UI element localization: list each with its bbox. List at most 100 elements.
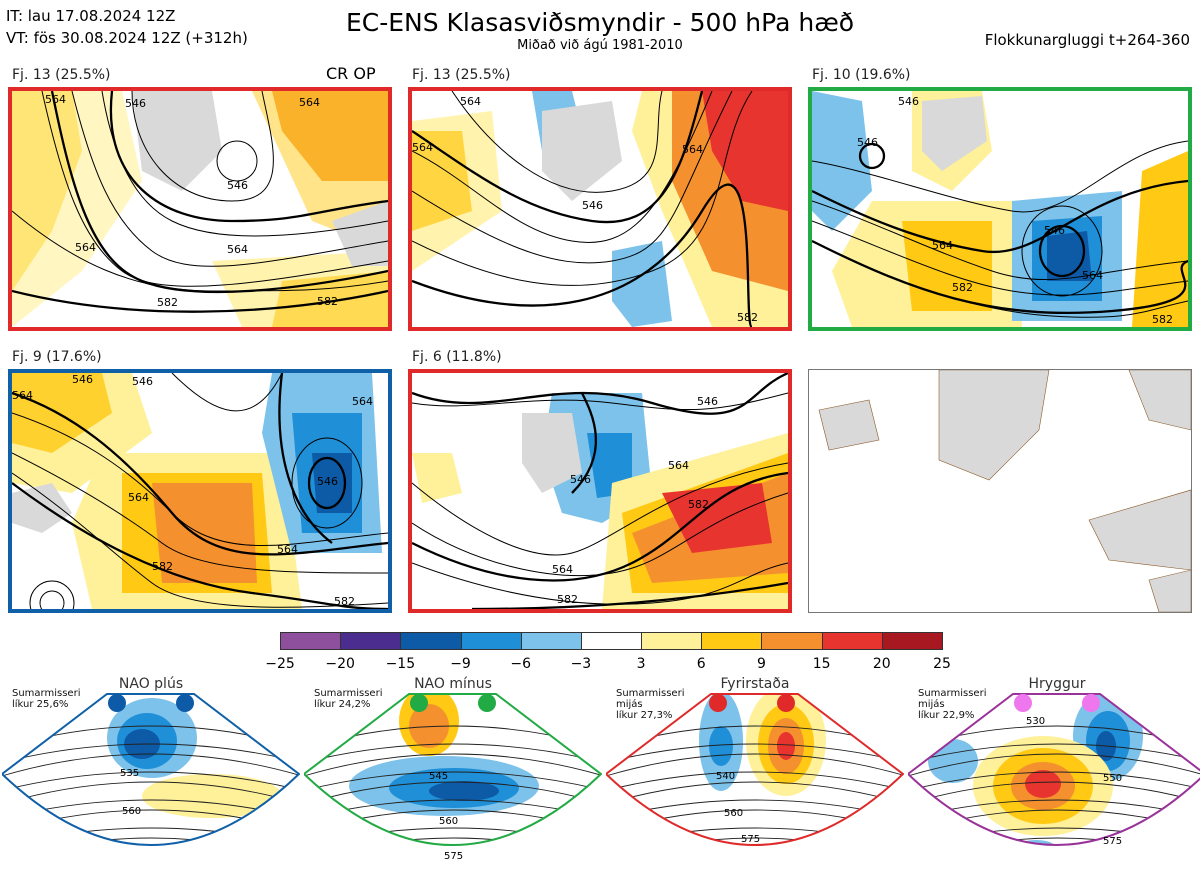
contour-label: 582 (952, 281, 973, 294)
contour-label: 546 (227, 179, 248, 192)
colorbar-tick-label: 9 (756, 656, 766, 672)
contour-label: 546 (125, 97, 146, 110)
regime-season: Sumarmisseri (314, 688, 383, 699)
regime-map (304, 693, 602, 846)
contour-label: 546 (898, 95, 919, 108)
regime-note: Sumarmisseri líkur 25,6% (12, 688, 80, 710)
contour-label: 582 (317, 295, 338, 308)
empty-base-map (808, 369, 1192, 613)
contour-label: 546 (72, 373, 93, 386)
contour-label: 564 (1082, 269, 1103, 282)
cluster-map-5: 546 546 564 582 564 582 (408, 369, 792, 613)
contour-label: 582 (1152, 313, 1173, 326)
colorbar-tick-label: −6 (510, 656, 532, 672)
contour-label: 564 (227, 243, 248, 256)
regime-marker (108, 694, 126, 712)
colorbar-tick-label: 3 (636, 656, 646, 672)
empty-base-map-graphic (818, 370, 1191, 612)
contour-label: 546 (317, 475, 338, 488)
valid-time: VT: fös 30.08.2024 12Z (+312h) (6, 29, 248, 47)
regime-marker (478, 694, 496, 712)
regime-contour-label: 560 (122, 806, 142, 817)
regime-contour-label: 575 (1103, 836, 1123, 847)
regime-3: Fyrirstaða Sumarmisseri mijás líkur 27,3% 54… (606, 676, 904, 871)
regime-note: Sumarmisseri mijás líkur 22,9% (918, 688, 986, 721)
regime-2: NAO mínus Sumarmisseri líkur 24,2% 545 560 57… (304, 676, 602, 871)
contour-label: 546 (857, 136, 878, 149)
regime-map (606, 693, 904, 846)
regime-marker (709, 694, 727, 712)
colorbar-swatch (881, 632, 943, 650)
colorbar-swatch (580, 632, 643, 650)
contour-label: 582 (557, 593, 578, 606)
regime-map (908, 693, 1200, 846)
regime-contour-label: 575 (741, 834, 761, 845)
contour-label: 582 (152, 560, 173, 573)
panel-3-label: Fj. 10 (19.6%) (812, 67, 911, 83)
contour-label: 564 (682, 143, 703, 156)
chart-title: EC-ENS Klasasviðsmyndir - 500 hPa hæð (345, 8, 855, 37)
colorbar-tick-label: −9 (450, 656, 471, 672)
contour-label: 582 (688, 498, 709, 511)
panel-1-label: Fj. 13 (25.5%) (12, 67, 111, 83)
colorbar-tick-label: 15 (812, 656, 831, 672)
contour-label: 564 (460, 95, 481, 108)
colorbar-swatch (460, 632, 522, 650)
regime-1: NAO plús Sumarmisseri líkur 25,6% 535 560 (2, 676, 300, 871)
regime-note: Sumarmisseri mijás líkur 27,3% (616, 688, 684, 721)
contour-label: 564 (45, 93, 66, 106)
panel-1-extra: CR OP (326, 64, 376, 83)
regime-marker (410, 694, 428, 712)
contour-label: 564 (75, 241, 96, 254)
regime-contour-label: 535 (120, 768, 140, 779)
regime-title: NAO plús (118, 676, 184, 692)
regime-map (2, 693, 300, 846)
regime-contour-label: 560 (439, 816, 459, 827)
regime-season: Sumarmisseri (918, 688, 987, 699)
colorbar-swatch (641, 632, 703, 650)
panel-4-label: Fj. 9 (17.6%) (12, 349, 102, 365)
colorbar-tick-label: 25 (933, 656, 951, 672)
contour-label: 546 (582, 199, 603, 212)
regime-contour-label: 560 (724, 808, 744, 819)
cluster-map-2: 564 546 564 564 582 (408, 87, 792, 331)
classification-window: Flokkunargluggi t+264-360 (984, 31, 1190, 49)
regime-note-line: mijás (918, 699, 945, 710)
regime-contour-label: 550 (1103, 773, 1123, 784)
contour-label: 564 (668, 459, 689, 472)
panel-5-label: Fj. 6 (11.8%) (412, 349, 502, 365)
colorbar-swatch (400, 632, 462, 650)
colorbar-swatch (520, 632, 582, 650)
regime-title: Fyrirstaða (720, 676, 790, 692)
contour-label: 564 (12, 389, 33, 402)
regime-contour-label: 530 (1026, 716, 1046, 727)
contour-label: 546 (697, 395, 718, 408)
cluster-map-1-graphic (12, 91, 388, 327)
contour-label: 546 (1044, 224, 1065, 237)
panel-2-label: Fj. 13 (25.5%) (412, 67, 511, 83)
colorbar-tick-label: −15 (385, 656, 416, 672)
regime-marker (777, 694, 795, 712)
regime-contour-label: 545 (429, 771, 449, 782)
contour-label: 546 (132, 375, 153, 388)
regime-probability: líkur 25,6% (12, 699, 69, 710)
colorbar-swatch (821, 632, 883, 650)
colorbar-tick-label: −3 (570, 656, 592, 672)
contour-label: 564 (299, 96, 320, 109)
chart-subtitle: Miðað við ágú 1981-2010 (517, 38, 683, 53)
regime-note-line: mijás (616, 699, 643, 710)
contour-label: 546 (570, 473, 591, 486)
contour-label: 564 (932, 239, 953, 252)
colorbar-tick-label: −25 (265, 656, 295, 672)
regime-4: Hryggur Sumarmisseri mijás líkur 22,9% 530 55… (908, 676, 1200, 871)
colorbar-tick-label: 20 (872, 656, 891, 672)
contour-label: 564 (412, 141, 433, 154)
cluster-map-4: 546 564 546 564 564 582 546 564 582 (8, 369, 392, 613)
contour-label: 564 (552, 563, 573, 576)
colorbar-tick-label: 6 (696, 656, 706, 672)
regime-title: Hryggur (1028, 676, 1086, 692)
contour-label: 582 (334, 595, 355, 608)
cluster-map-4-graphic (12, 373, 388, 609)
initial-time: IT: lau 17.08.2024 12Z (6, 7, 176, 25)
cluster-map-2-graphic (412, 91, 788, 327)
